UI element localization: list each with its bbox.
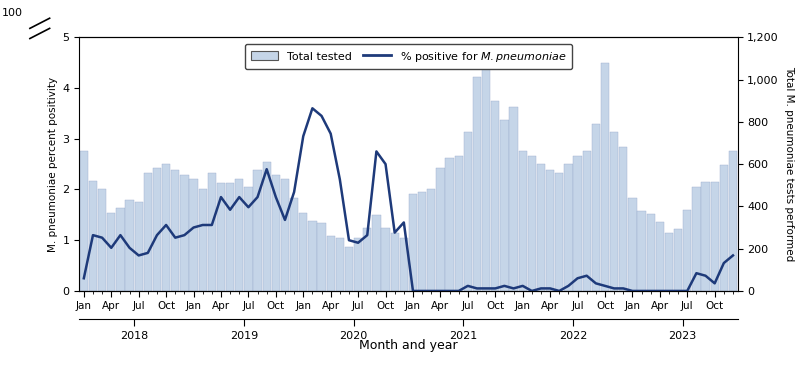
Bar bbox=[418, 192, 426, 291]
Bar bbox=[518, 151, 526, 291]
Bar bbox=[409, 194, 417, 291]
Bar bbox=[692, 187, 701, 291]
Bar bbox=[336, 238, 344, 291]
Bar bbox=[638, 211, 646, 291]
Bar bbox=[546, 170, 554, 291]
Bar bbox=[564, 164, 573, 291]
Bar bbox=[326, 236, 334, 291]
Bar bbox=[427, 189, 435, 291]
Bar bbox=[126, 200, 134, 291]
Bar bbox=[254, 170, 262, 291]
Bar bbox=[281, 179, 289, 291]
Y-axis label: Total M. pneumoniae tests performed: Total M. pneumoniae tests performed bbox=[785, 66, 794, 262]
Y-axis label: M. pneumoniae percent positivity: M. pneumoniae percent positivity bbox=[48, 77, 58, 251]
Bar bbox=[290, 198, 298, 291]
Bar bbox=[198, 189, 206, 291]
Bar bbox=[610, 132, 618, 291]
Bar bbox=[628, 198, 637, 291]
Bar bbox=[400, 238, 408, 291]
Bar bbox=[500, 120, 509, 291]
Bar bbox=[308, 221, 317, 291]
Bar bbox=[134, 202, 142, 291]
Bar bbox=[702, 182, 710, 291]
Bar bbox=[235, 179, 243, 291]
Bar bbox=[180, 175, 189, 291]
Legend: Total tested, % positive for $\it{M. pneumoniae}$: Total tested, % positive for $\it{M. pne… bbox=[245, 44, 572, 69]
Bar bbox=[226, 183, 234, 291]
Bar bbox=[171, 170, 179, 291]
Bar bbox=[555, 173, 563, 291]
Bar bbox=[528, 155, 536, 291]
Bar bbox=[646, 214, 654, 291]
Bar bbox=[674, 228, 682, 291]
Bar bbox=[656, 222, 664, 291]
Bar bbox=[436, 168, 445, 291]
Bar bbox=[382, 227, 390, 291]
Bar bbox=[20, 12, 53, 37]
Bar bbox=[390, 233, 398, 291]
Bar bbox=[720, 165, 728, 291]
Bar bbox=[262, 162, 270, 291]
Bar bbox=[162, 164, 170, 291]
Bar bbox=[454, 155, 462, 291]
Bar bbox=[363, 227, 371, 291]
Bar bbox=[482, 54, 490, 291]
Bar bbox=[446, 158, 454, 291]
Bar bbox=[190, 179, 198, 291]
Text: 100: 100 bbox=[2, 8, 23, 18]
Bar bbox=[537, 164, 545, 291]
Bar bbox=[116, 208, 125, 291]
Bar bbox=[372, 215, 381, 291]
Bar bbox=[510, 107, 518, 291]
Bar bbox=[318, 223, 326, 291]
Bar bbox=[473, 77, 481, 291]
Bar bbox=[683, 210, 691, 291]
Bar bbox=[89, 181, 97, 291]
Bar bbox=[464, 132, 472, 291]
Bar bbox=[217, 183, 225, 291]
Bar bbox=[272, 175, 280, 291]
Bar bbox=[244, 187, 253, 291]
Bar bbox=[299, 213, 307, 291]
Bar bbox=[107, 213, 115, 291]
Bar bbox=[144, 173, 152, 291]
Bar bbox=[574, 155, 582, 291]
Bar bbox=[601, 63, 609, 291]
Bar bbox=[208, 173, 216, 291]
Bar bbox=[354, 238, 362, 291]
Bar bbox=[729, 151, 737, 291]
Bar bbox=[153, 168, 161, 291]
Bar bbox=[491, 101, 499, 291]
Bar bbox=[710, 182, 718, 291]
Bar bbox=[98, 189, 106, 291]
Bar bbox=[345, 246, 353, 291]
Bar bbox=[592, 124, 600, 291]
Bar bbox=[619, 147, 627, 291]
Bar bbox=[665, 233, 673, 291]
Bar bbox=[80, 151, 88, 291]
Bar bbox=[582, 151, 590, 291]
X-axis label: Month and year: Month and year bbox=[359, 339, 458, 352]
